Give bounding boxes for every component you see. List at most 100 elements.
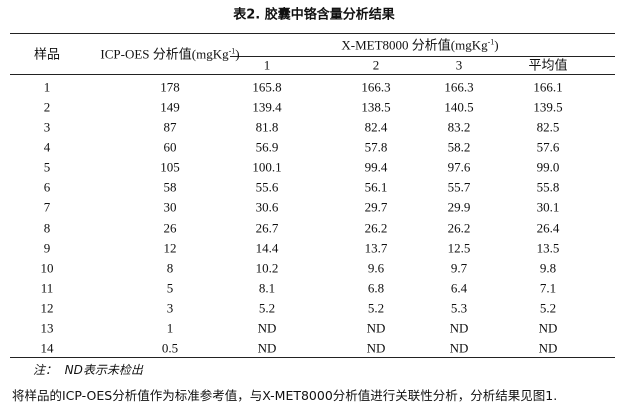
table-cell: 3	[166, 300, 174, 316]
table-cell: 14.4	[255, 240, 279, 256]
table-cell: ND	[449, 340, 469, 356]
table-cell: 4	[43, 139, 51, 155]
table-cell: 10	[40, 260, 54, 276]
table-cell: 6.8	[367, 280, 385, 296]
table-cell: 12.5	[447, 240, 471, 256]
table-cell: 9.7	[450, 260, 468, 276]
table-cell: 14	[40, 340, 54, 356]
table-cell: 5	[43, 159, 51, 175]
table-cell: 57.8	[364, 139, 388, 155]
top-rule	[10, 33, 615, 34]
table-cell: 97.6	[447, 159, 471, 175]
table-cell: 138.5	[361, 99, 391, 115]
group-rule	[230, 56, 615, 57]
table-cell: 166.1	[533, 79, 563, 95]
table-cell: ND	[257, 320, 277, 336]
table-cell: 81.8	[255, 119, 279, 135]
header-rule	[10, 74, 615, 75]
table-cell: 5.2	[367, 300, 385, 316]
table-cell: 99.0	[536, 159, 560, 175]
table-cell: 1	[43, 79, 51, 95]
table-cell: ND	[366, 320, 386, 336]
table-cell: 3	[43, 119, 51, 135]
table-note: 注： ND表示未检出	[33, 363, 143, 377]
table-cell: 26.2	[447, 220, 471, 236]
header-text: )	[235, 46, 240, 62]
header-cell: 1	[263, 57, 271, 73]
header-cell: 2	[372, 57, 380, 73]
table-cell: 9.6	[367, 260, 385, 276]
table-cell: 9	[43, 240, 51, 256]
table-cell: 0.5	[161, 340, 179, 356]
header-text: ICP-OES 分析值(mgKg	[100, 46, 229, 62]
table-cell: 26.4	[536, 220, 560, 236]
header-cell: ICP-OES 分析值(mgKg-1)	[100, 46, 240, 62]
table-cell: 26	[163, 220, 177, 236]
header-sup: -1	[228, 46, 236, 56]
header-sup: -1	[487, 37, 495, 47]
table-cell: ND	[449, 320, 469, 336]
table-cell: 29.9	[447, 199, 471, 215]
table-cell: 149	[160, 99, 180, 115]
table-cell: 5.2	[258, 300, 276, 316]
table-cell: 12	[40, 300, 54, 316]
table-cell: 166.3	[361, 79, 391, 95]
table-cell: 5.3	[450, 300, 468, 316]
header-cell: 3	[455, 57, 463, 73]
table-cell: ND	[366, 340, 386, 356]
table-cell: 83.2	[447, 119, 471, 135]
table-cell: 13.5	[536, 240, 560, 256]
table-cell: 55.7	[447, 179, 471, 195]
table-cell: 58.2	[447, 139, 471, 155]
table-cell: ND	[257, 340, 277, 356]
header-text: X-MET8000 分析值(mgKg	[341, 37, 488, 53]
table-cell: 12	[163, 240, 177, 256]
table-cell: 11	[40, 280, 54, 296]
table-cell: 13.7	[364, 240, 388, 256]
table-cell: 1	[166, 320, 174, 336]
table-cell: 82.5	[536, 119, 560, 135]
header-cell: X-MET8000 分析值(mgKg-1)	[341, 37, 499, 53]
table-cell: 7	[43, 199, 51, 215]
table-cell: 178	[160, 79, 180, 95]
table-cell: 56.1	[364, 179, 388, 195]
table-cell: 26.2	[364, 220, 388, 236]
table-cell: 140.5	[444, 99, 474, 115]
table-cell: 6	[43, 179, 51, 195]
table-cell: 105	[160, 159, 180, 175]
header-cell: 平均值	[528, 57, 568, 73]
table-cell: 100.1	[252, 159, 282, 175]
footer-text: 将样品的ICP-OES分析值作为标准参考值，与X-MET8000分析值进行关联性…	[12, 388, 558, 403]
bottom-rule	[10, 357, 615, 358]
table-cell: ND	[538, 320, 558, 336]
table-cell: ND	[538, 340, 558, 356]
table-cell: 7.1	[539, 280, 557, 296]
table-cell: 60	[163, 139, 177, 155]
header-text: )	[494, 37, 499, 53]
table-cell: 8	[166, 260, 174, 276]
table-cell: 6.4	[450, 280, 468, 296]
table-cell: 10.2	[255, 260, 279, 276]
header-cell: 样品	[33, 46, 61, 62]
table-cell: 57.6	[536, 139, 560, 155]
table-cell: 55.8	[536, 179, 560, 195]
table-cell: 165.8	[252, 79, 282, 95]
table-cell: 30	[163, 199, 177, 215]
table-title: 表2. 胶囊中铬含量分析结果	[233, 7, 395, 23]
table-cell: 30.6	[255, 199, 279, 215]
table-cell: 99.4	[364, 159, 388, 175]
table-cell: 5	[166, 280, 174, 296]
table-cell: 26.7	[255, 220, 279, 236]
table-cell: 30.1	[536, 199, 560, 215]
table-cell: 29.7	[364, 199, 388, 215]
table-cell: 55.6	[255, 179, 279, 195]
table-cell: 9.8	[539, 260, 557, 276]
table-cell: 139.4	[252, 99, 282, 115]
table-cell: 58	[163, 179, 177, 195]
table-cell: 166.3	[444, 79, 474, 95]
table-cell: 5.2	[539, 300, 557, 316]
table-cell: 13	[40, 320, 54, 336]
table-cell: 2	[43, 99, 51, 115]
table-cell: 139.5	[533, 99, 563, 115]
